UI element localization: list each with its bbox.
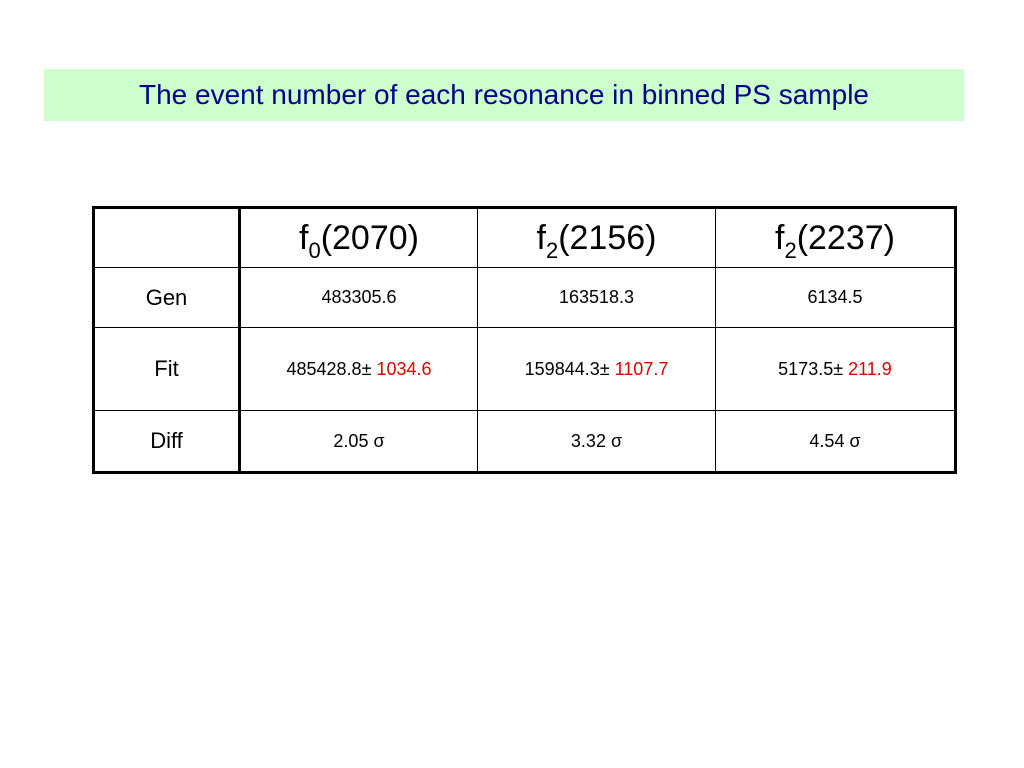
gen-cell-f0-2070: 483305.6 xyxy=(239,267,478,328)
diff-cell-f0-2070: 2.05 σ xyxy=(239,410,478,474)
col-base: f xyxy=(775,218,785,257)
col-mass: (2070) xyxy=(320,218,419,257)
fit-value: 159844.3 xyxy=(524,358,600,379)
results-table: f0(2070) f2(2156) f2(2237) Gen 483305.6 … xyxy=(92,206,957,474)
row-label-diff: Diff xyxy=(92,410,241,474)
table-row-fit: Fit 485428.8± 1034.6 159844.3± 1107.7 51… xyxy=(92,327,957,411)
fit-value: 5173.5 xyxy=(778,358,834,379)
fit-cell-f0-2070: 485428.8± 1034.6 xyxy=(239,327,478,411)
fit-error: 211.9 xyxy=(848,358,892,379)
col-header-f2-2156: f2(2156) xyxy=(477,206,716,268)
fit-error: 1034.6 xyxy=(376,358,432,379)
gen-cell-f2-2156: 163518.3 xyxy=(477,267,716,328)
corner-cell xyxy=(92,206,241,268)
header-row: f0(2070) f2(2156) f2(2237) xyxy=(92,206,957,268)
fit-cell-f2-2237: 5173.5± 211.9 xyxy=(715,327,957,411)
col-base: f xyxy=(536,218,546,257)
col-subscript: 0 xyxy=(308,237,321,263)
table-row-gen: Gen 483305.6 163518.3 6134.5 xyxy=(92,267,957,328)
col-mass: (2237) xyxy=(796,218,895,257)
col-header-f0-2070: f0(2070) xyxy=(239,206,478,268)
table-row-diff: Diff 2.05 σ 3.32 σ 4.54 σ xyxy=(92,410,957,474)
row-label-fit: Fit xyxy=(92,327,241,411)
row-label-gen: Gen xyxy=(92,267,241,328)
col-header-f2-2237: f2(2237) xyxy=(715,206,957,268)
fit-error: 1107.7 xyxy=(614,358,669,379)
fit-value: 485428.8 xyxy=(286,358,362,379)
col-base: f xyxy=(299,218,309,257)
col-subscript: 2 xyxy=(545,237,559,263)
diff-cell-f2-2156: 3.32 σ xyxy=(477,410,716,474)
plus-minus: ± xyxy=(599,358,615,379)
plus-minus: ± xyxy=(361,358,377,379)
gen-cell-f2-2237: 6134.5 xyxy=(715,267,957,328)
col-mass: (2156) xyxy=(558,218,657,257)
col-subscript: 2 xyxy=(784,237,797,263)
fit-cell-f2-2156: 159844.3± 1107.7 xyxy=(477,327,716,411)
diff-cell-f2-2237: 4.54 σ xyxy=(715,410,957,474)
slide-title: The event number of each resonance in bi… xyxy=(44,69,964,121)
plus-minus: ± xyxy=(833,358,849,379)
